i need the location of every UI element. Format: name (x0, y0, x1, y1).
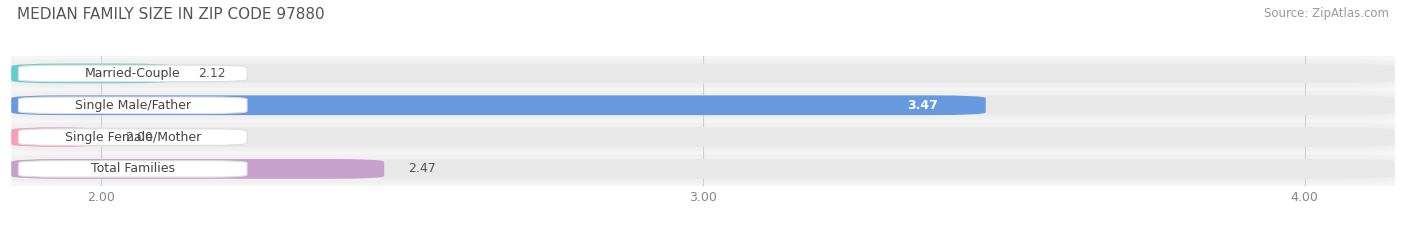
FancyBboxPatch shape (11, 123, 1395, 151)
FancyBboxPatch shape (11, 127, 1395, 147)
Text: Single Male/Father: Single Male/Father (75, 99, 191, 112)
FancyBboxPatch shape (11, 159, 1395, 179)
FancyBboxPatch shape (11, 154, 1395, 183)
FancyBboxPatch shape (11, 64, 174, 83)
Text: Single Female/Mother: Single Female/Mother (65, 130, 201, 144)
Text: 2.47: 2.47 (408, 162, 436, 175)
Text: Married-Couple: Married-Couple (84, 67, 180, 80)
FancyBboxPatch shape (18, 161, 247, 177)
FancyBboxPatch shape (18, 97, 247, 113)
Text: 2.12: 2.12 (198, 67, 225, 80)
Text: MEDIAN FAMILY SIZE IN ZIP CODE 97880: MEDIAN FAMILY SIZE IN ZIP CODE 97880 (17, 7, 325, 22)
FancyBboxPatch shape (11, 59, 1395, 88)
FancyBboxPatch shape (18, 65, 247, 82)
FancyBboxPatch shape (11, 95, 986, 115)
Text: 2.00: 2.00 (125, 130, 153, 144)
FancyBboxPatch shape (11, 159, 384, 179)
FancyBboxPatch shape (11, 95, 1395, 115)
FancyBboxPatch shape (11, 91, 1395, 120)
FancyBboxPatch shape (18, 129, 247, 145)
Text: Total Families: Total Families (91, 162, 174, 175)
Text: 3.47: 3.47 (907, 99, 938, 112)
Text: Source: ZipAtlas.com: Source: ZipAtlas.com (1264, 7, 1389, 20)
FancyBboxPatch shape (11, 64, 1395, 83)
FancyBboxPatch shape (11, 127, 101, 147)
